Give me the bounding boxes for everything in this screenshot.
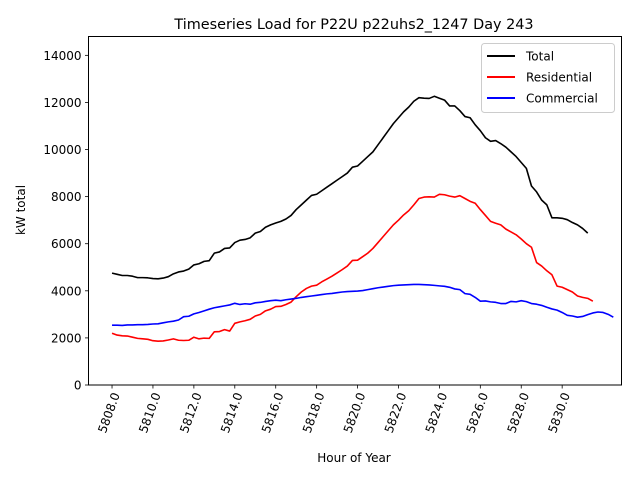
y-tick-label: 14000: [43, 49, 81, 63]
legend-label-residential: Residential: [526, 71, 592, 85]
y-axis-ticks: 0 2000 4000 6000 8000 10000 12000 14000: [43, 49, 89, 393]
y-tick-label: 2000: [51, 331, 82, 345]
legend-label-commercial: Commercial: [526, 92, 598, 106]
y-tick-label: 0: [74, 379, 82, 393]
plot-lines: [111, 95, 614, 343]
series-line-commercial: [112, 283, 614, 327]
axes-frame: [88, 36, 622, 386]
legend-frame: [481, 43, 615, 113]
series-line-residential: [111, 193, 594, 343]
y-tick-label: 6000: [51, 237, 82, 251]
y-tick-label: 10000: [43, 143, 81, 157]
chart-title: Timeseries Load for P22U p22uhs2_1247 Da…: [173, 17, 533, 33]
legend-label-total: Total: [525, 50, 554, 64]
y-tick-label: 12000: [43, 96, 81, 110]
x-axis-label: Hour of Year: [317, 451, 391, 465]
legend: Total Residential Commercial: [481, 43, 615, 113]
y-tick-label: 8000: [51, 190, 82, 204]
y-axis-label: kW total: [14, 185, 28, 235]
y-tick-label: 4000: [51, 284, 82, 298]
series-line-total: [111, 95, 589, 280]
